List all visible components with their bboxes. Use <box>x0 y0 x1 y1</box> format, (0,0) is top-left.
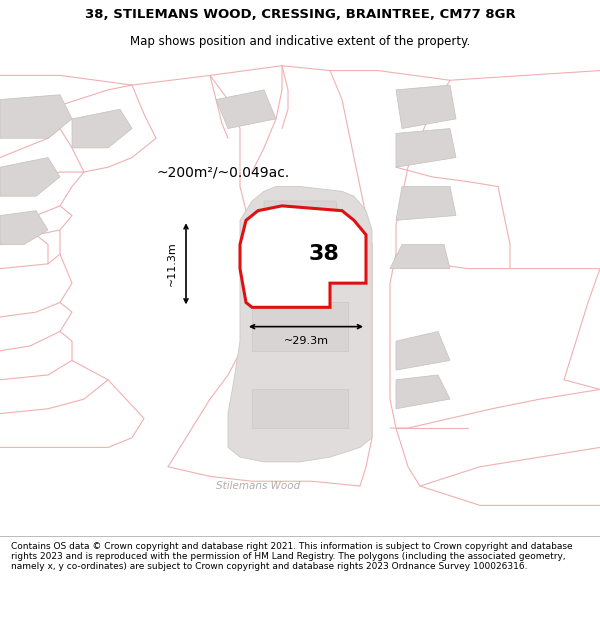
Polygon shape <box>0 158 60 196</box>
Text: 38: 38 <box>308 244 340 264</box>
Text: Contains OS data © Crown copyright and database right 2021. This information is : Contains OS data © Crown copyright and d… <box>11 542 572 571</box>
Polygon shape <box>252 302 348 351</box>
Text: Stilemans Wood: Stilemans Wood <box>216 481 300 491</box>
Polygon shape <box>252 389 348 428</box>
Text: ~11.3m: ~11.3m <box>167 241 177 286</box>
Polygon shape <box>0 95 72 138</box>
Polygon shape <box>396 331 450 370</box>
Text: Stilemans Wood: Stilemans Wood <box>281 211 355 230</box>
Polygon shape <box>216 90 276 129</box>
Polygon shape <box>264 201 342 244</box>
Text: Map shows position and indicative extent of the property.: Map shows position and indicative extent… <box>130 34 470 48</box>
Polygon shape <box>396 85 456 129</box>
Polygon shape <box>72 109 132 148</box>
Text: ~200m²/~0.049ac.: ~200m²/~0.049ac. <box>156 165 289 179</box>
Polygon shape <box>396 186 456 221</box>
Polygon shape <box>228 186 372 462</box>
Polygon shape <box>0 211 48 244</box>
Text: ~29.3m: ~29.3m <box>284 336 329 346</box>
Polygon shape <box>240 206 366 308</box>
Text: 38, STILEMANS WOOD, CRESSING, BRAINTREE, CM77 8GR: 38, STILEMANS WOOD, CRESSING, BRAINTREE,… <box>85 8 515 21</box>
Polygon shape <box>396 129 456 168</box>
Polygon shape <box>396 375 450 409</box>
Polygon shape <box>390 244 450 269</box>
